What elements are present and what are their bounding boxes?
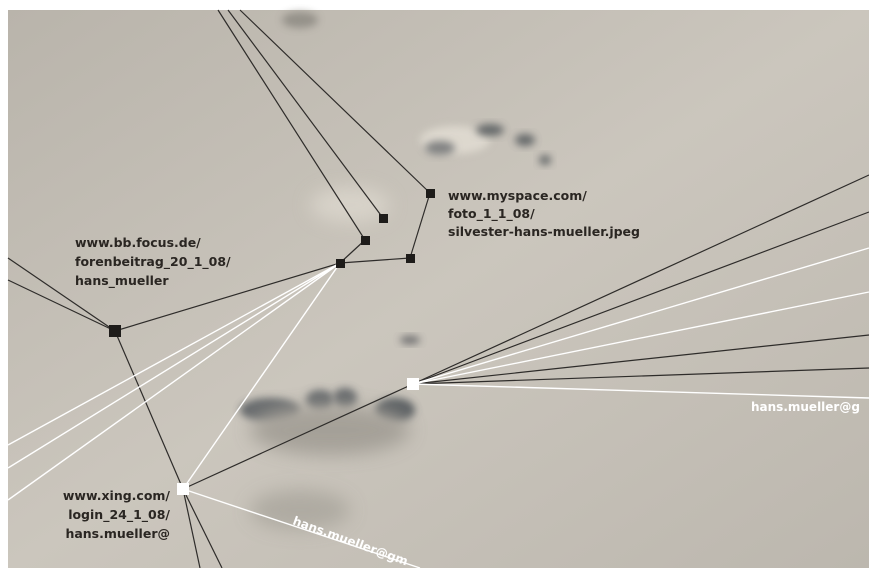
- label-line: login_24_1_08/: [68, 507, 170, 523]
- xing-label: www.xing.com/ login_24_1_08/ hans.muelle…: [63, 488, 171, 541]
- label-line: hans_mueller: [75, 273, 169, 289]
- label-line: www.xing.com/: [63, 488, 171, 503]
- canvas: www.myspace.com/ foto_1_1_08/ silvester-…: [0, 0, 869, 568]
- label-line: www.bb.focus.de/: [75, 235, 201, 250]
- label-line: hans.mueller@: [65, 526, 170, 541]
- label-line: forenbeitrag_20_1_08/: [75, 254, 231, 270]
- page: www.myspace.com/ foto_1_1_08/ silvester-…: [0, 0, 869, 568]
- email-label: hans.mueller@g: [751, 400, 860, 414]
- label-line: www.myspace.com/: [448, 188, 587, 203]
- photo: [8, 10, 869, 568]
- label-line: silvester-hans-mueller.jpeg: [448, 224, 640, 239]
- label-line: foto_1_1_08/: [448, 206, 535, 222]
